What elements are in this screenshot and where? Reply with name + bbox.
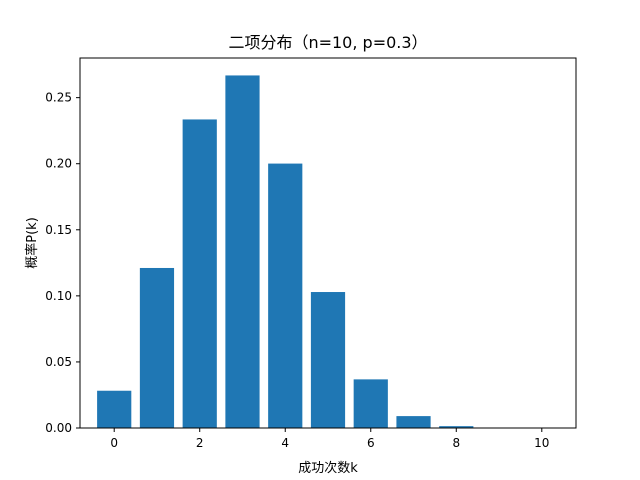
x-axis-label: 成功次数k bbox=[298, 460, 358, 476]
y-tick-label: 0.20 bbox=[45, 157, 72, 171]
bar-k-3 bbox=[225, 75, 260, 428]
x-axis-ticks: 0 2 4 6 8 10 bbox=[110, 428, 549, 450]
bar-k-5 bbox=[310, 292, 346, 428]
x-tick-label: 0 bbox=[110, 436, 118, 450]
y-tick-label: 0.00 bbox=[45, 421, 72, 435]
bar-k-1 bbox=[139, 267, 175, 428]
bars-group bbox=[97, 75, 517, 429]
bar-k-2 bbox=[182, 119, 217, 429]
chart-title: 二项分布（n=10, p=0.3） bbox=[228, 33, 427, 52]
bar-k-8 bbox=[439, 426, 474, 428]
x-tick-label: 2 bbox=[196, 436, 204, 450]
y-tick-label: 0.25 bbox=[45, 91, 72, 105]
y-tick-label: 0.15 bbox=[45, 223, 72, 237]
x-tick-label: 10 bbox=[534, 436, 549, 450]
x-tick-label: 6 bbox=[367, 436, 375, 450]
plot-frame bbox=[79, 57, 577, 429]
y-axis-label: 概率P(k) bbox=[24, 217, 40, 269]
bar-k-7 bbox=[396, 416, 431, 428]
y-tick-label: 0.10 bbox=[45, 289, 72, 303]
y-tick-label: 0.05 bbox=[45, 355, 72, 369]
bar-k-6 bbox=[353, 379, 388, 428]
x-tick-label: 8 bbox=[452, 436, 460, 450]
y-axis-ticks: 0.00 0.05 0.10 0.15 0.20 0.25 bbox=[45, 91, 80, 435]
bar-k-0 bbox=[97, 390, 132, 428]
bar-k-4 bbox=[268, 163, 303, 428]
x-tick-label: 4 bbox=[281, 436, 289, 450]
